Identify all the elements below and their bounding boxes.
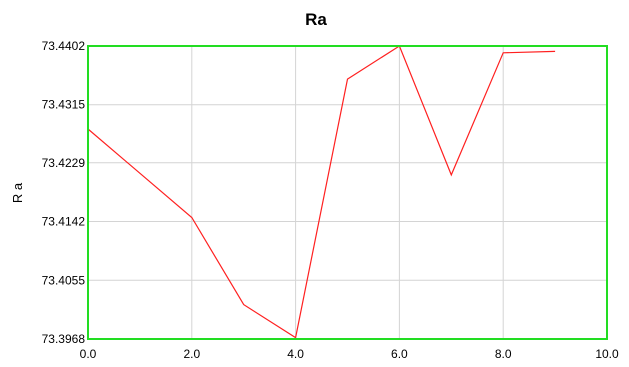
x-tick-label: 0.0 xyxy=(80,347,97,361)
series xyxy=(88,46,555,338)
y-tick-label: 73.3968 xyxy=(42,332,86,346)
chart-title: Ra xyxy=(305,10,327,29)
y-tick-label: 73.4229 xyxy=(42,156,86,170)
x-tick-label: 6.0 xyxy=(391,347,408,361)
x-tick-label: 2.0 xyxy=(183,347,200,361)
y-tick-label: 73.4315 xyxy=(42,98,86,112)
plot-area xyxy=(88,46,607,339)
y-tick-label: 73.4402 xyxy=(42,39,86,53)
y-tick-label: 73.4055 xyxy=(42,273,86,287)
tick-labels: 0.0 2.0 4.0 6.0 8.0 10.0 73.3968 73.4055 73.4142… xyxy=(42,39,619,361)
series-line xyxy=(88,46,555,338)
x-tick-label: 4.0 xyxy=(287,347,304,361)
grid xyxy=(88,46,607,339)
x-tick-label: 8.0 xyxy=(495,347,512,361)
x-tick-label: 10.0 xyxy=(595,347,619,361)
y-tick-label: 73.4142 xyxy=(42,215,86,229)
y-axis-label: R a xyxy=(10,182,25,203)
